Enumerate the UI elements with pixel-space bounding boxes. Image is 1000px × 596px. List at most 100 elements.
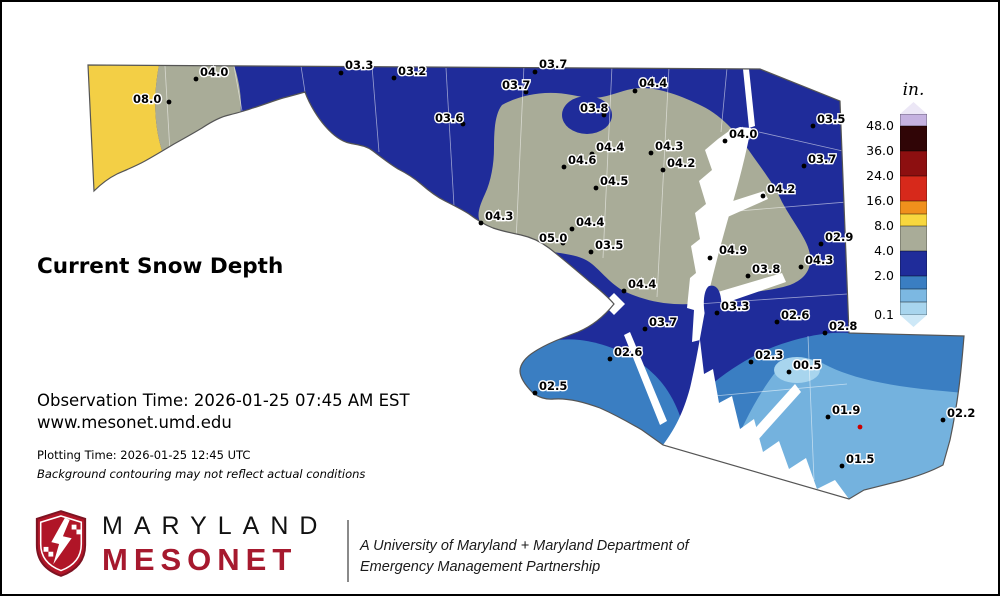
county-lines	[164, 65, 848, 481]
legend-segment	[900, 251, 927, 276]
station-value-label: 01.9	[832, 403, 860, 417]
mesonet-logo	[35, 510, 87, 577]
station-value-label: 04.4	[639, 76, 667, 90]
station-dot	[338, 70, 344, 76]
partnership-line1: A University of Maryland + Maryland Depa…	[360, 538, 689, 554]
station-dot	[818, 241, 824, 247]
station-value-label: 08.0	[133, 92, 161, 106]
station-value-label: 03.7	[502, 78, 530, 92]
legend-colorbar	[900, 102, 927, 332]
station-dot	[798, 264, 804, 270]
station-value-label: 03.6	[435, 111, 463, 125]
station-dot	[589, 151, 595, 157]
contour-fill-layers	[88, 65, 964, 499]
brand-maryland: MARYLAND	[102, 512, 329, 540]
station-dot	[648, 150, 654, 156]
choptank-river	[701, 273, 786, 310]
logo-shield-inner-border	[39, 515, 83, 572]
legend-segment	[900, 315, 927, 327]
station-value-label: 05.0	[539, 231, 567, 245]
station-value-label: 04.5	[600, 174, 628, 188]
station-value-label: 04.9	[719, 243, 747, 257]
station-value-label: 00.5	[793, 358, 821, 372]
footer-divider	[347, 520, 349, 582]
station-value-label: 03.7	[808, 152, 836, 166]
legend-tick-label: 24.0	[866, 168, 894, 183]
legend-segment	[900, 302, 927, 315]
legend-segment	[900, 289, 927, 302]
station-dot	[569, 226, 575, 232]
station-dot	[593, 185, 599, 191]
station-value-label: 02.9	[825, 230, 853, 244]
station-value-label: 03.8	[580, 101, 608, 115]
station-value-label: 04.2	[667, 156, 695, 170]
station-value-label: 03.7	[649, 315, 677, 329]
station-dot	[621, 288, 627, 294]
contour-disclaimer: Background contouring may not reflect ac…	[37, 467, 366, 481]
lightning-bolt-icon	[51, 517, 72, 565]
legend-unit-label: in.	[902, 80, 925, 100]
station-dot	[801, 163, 807, 169]
station-dot	[193, 76, 199, 82]
susquehanna-river	[743, 69, 755, 128]
station-dot	[825, 414, 831, 420]
legend-tick-label: 0.1	[874, 307, 894, 322]
station-dot	[532, 69, 538, 75]
partnership-line2: Emergency Management Partnership	[360, 559, 601, 575]
brand-mesonet: MESONET	[102, 542, 298, 577]
plotting-time: Plotting Time: 2026-01-25 12:45 UTC	[37, 448, 251, 462]
legend-segment	[900, 276, 927, 289]
station-dot	[786, 369, 792, 375]
logo-checker-icon	[43, 524, 82, 557]
observation-time: Observation Time: 2026-01-25 07:45 AM ES…	[37, 391, 410, 410]
station-value-label: 04.3	[485, 209, 513, 223]
station-dot	[532, 390, 538, 396]
station-value-label: 04.3	[805, 253, 833, 267]
station-value-label: 04.0	[200, 65, 228, 79]
station-value-label: 03.2	[398, 64, 426, 78]
station-dot	[560, 240, 566, 246]
station-value-label: 02.6	[614, 345, 642, 359]
station-value-label: 04.3	[655, 139, 683, 153]
station-dot	[722, 138, 728, 144]
legend-segment	[900, 176, 927, 201]
legend-tick-label: 36.0	[866, 143, 894, 158]
station-value-label: 03.3	[345, 58, 373, 72]
station-value-label: 04.4	[596, 140, 624, 154]
website-url: www.mesonet.umd.edu	[37, 413, 232, 432]
station-dot-red	[857, 424, 863, 430]
station-value-label: 04.0	[729, 127, 757, 141]
station-dot	[839, 463, 845, 469]
state-outline	[87, 64, 965, 500]
legend-tick-label: 4.0	[874, 243, 894, 258]
station-value-label: 03.5	[817, 112, 845, 126]
legend-segment	[900, 114, 927, 126]
station-dot	[632, 88, 638, 94]
station-dot	[774, 319, 780, 325]
station-dot	[561, 164, 567, 170]
station-dot	[523, 89, 529, 95]
station-dot	[760, 193, 766, 199]
page-title: Current Snow Depth	[37, 254, 284, 279]
legend-tick-label: 16.0	[866, 193, 894, 208]
station-dot	[478, 220, 484, 226]
chester-river	[708, 191, 768, 223]
kent-island	[703, 285, 722, 331]
station-value-label: 02.3	[755, 348, 783, 362]
station-value-label: 04.4	[628, 277, 656, 291]
station-dot	[660, 167, 666, 173]
legend-tick-label: 8.0	[874, 218, 894, 233]
station-dot	[940, 417, 946, 423]
station-dot	[607, 356, 613, 362]
station-dot	[460, 121, 466, 127]
station-dot	[166, 99, 172, 105]
station-dot	[601, 112, 607, 118]
legend-tick-label: 2.0	[874, 268, 894, 283]
region-lightest-pocket	[774, 357, 820, 383]
station-dot	[748, 359, 754, 365]
legend-segment	[900, 151, 927, 176]
station-value-label: 04.2	[767, 182, 795, 196]
station-value-label: 03.3	[721, 299, 749, 313]
